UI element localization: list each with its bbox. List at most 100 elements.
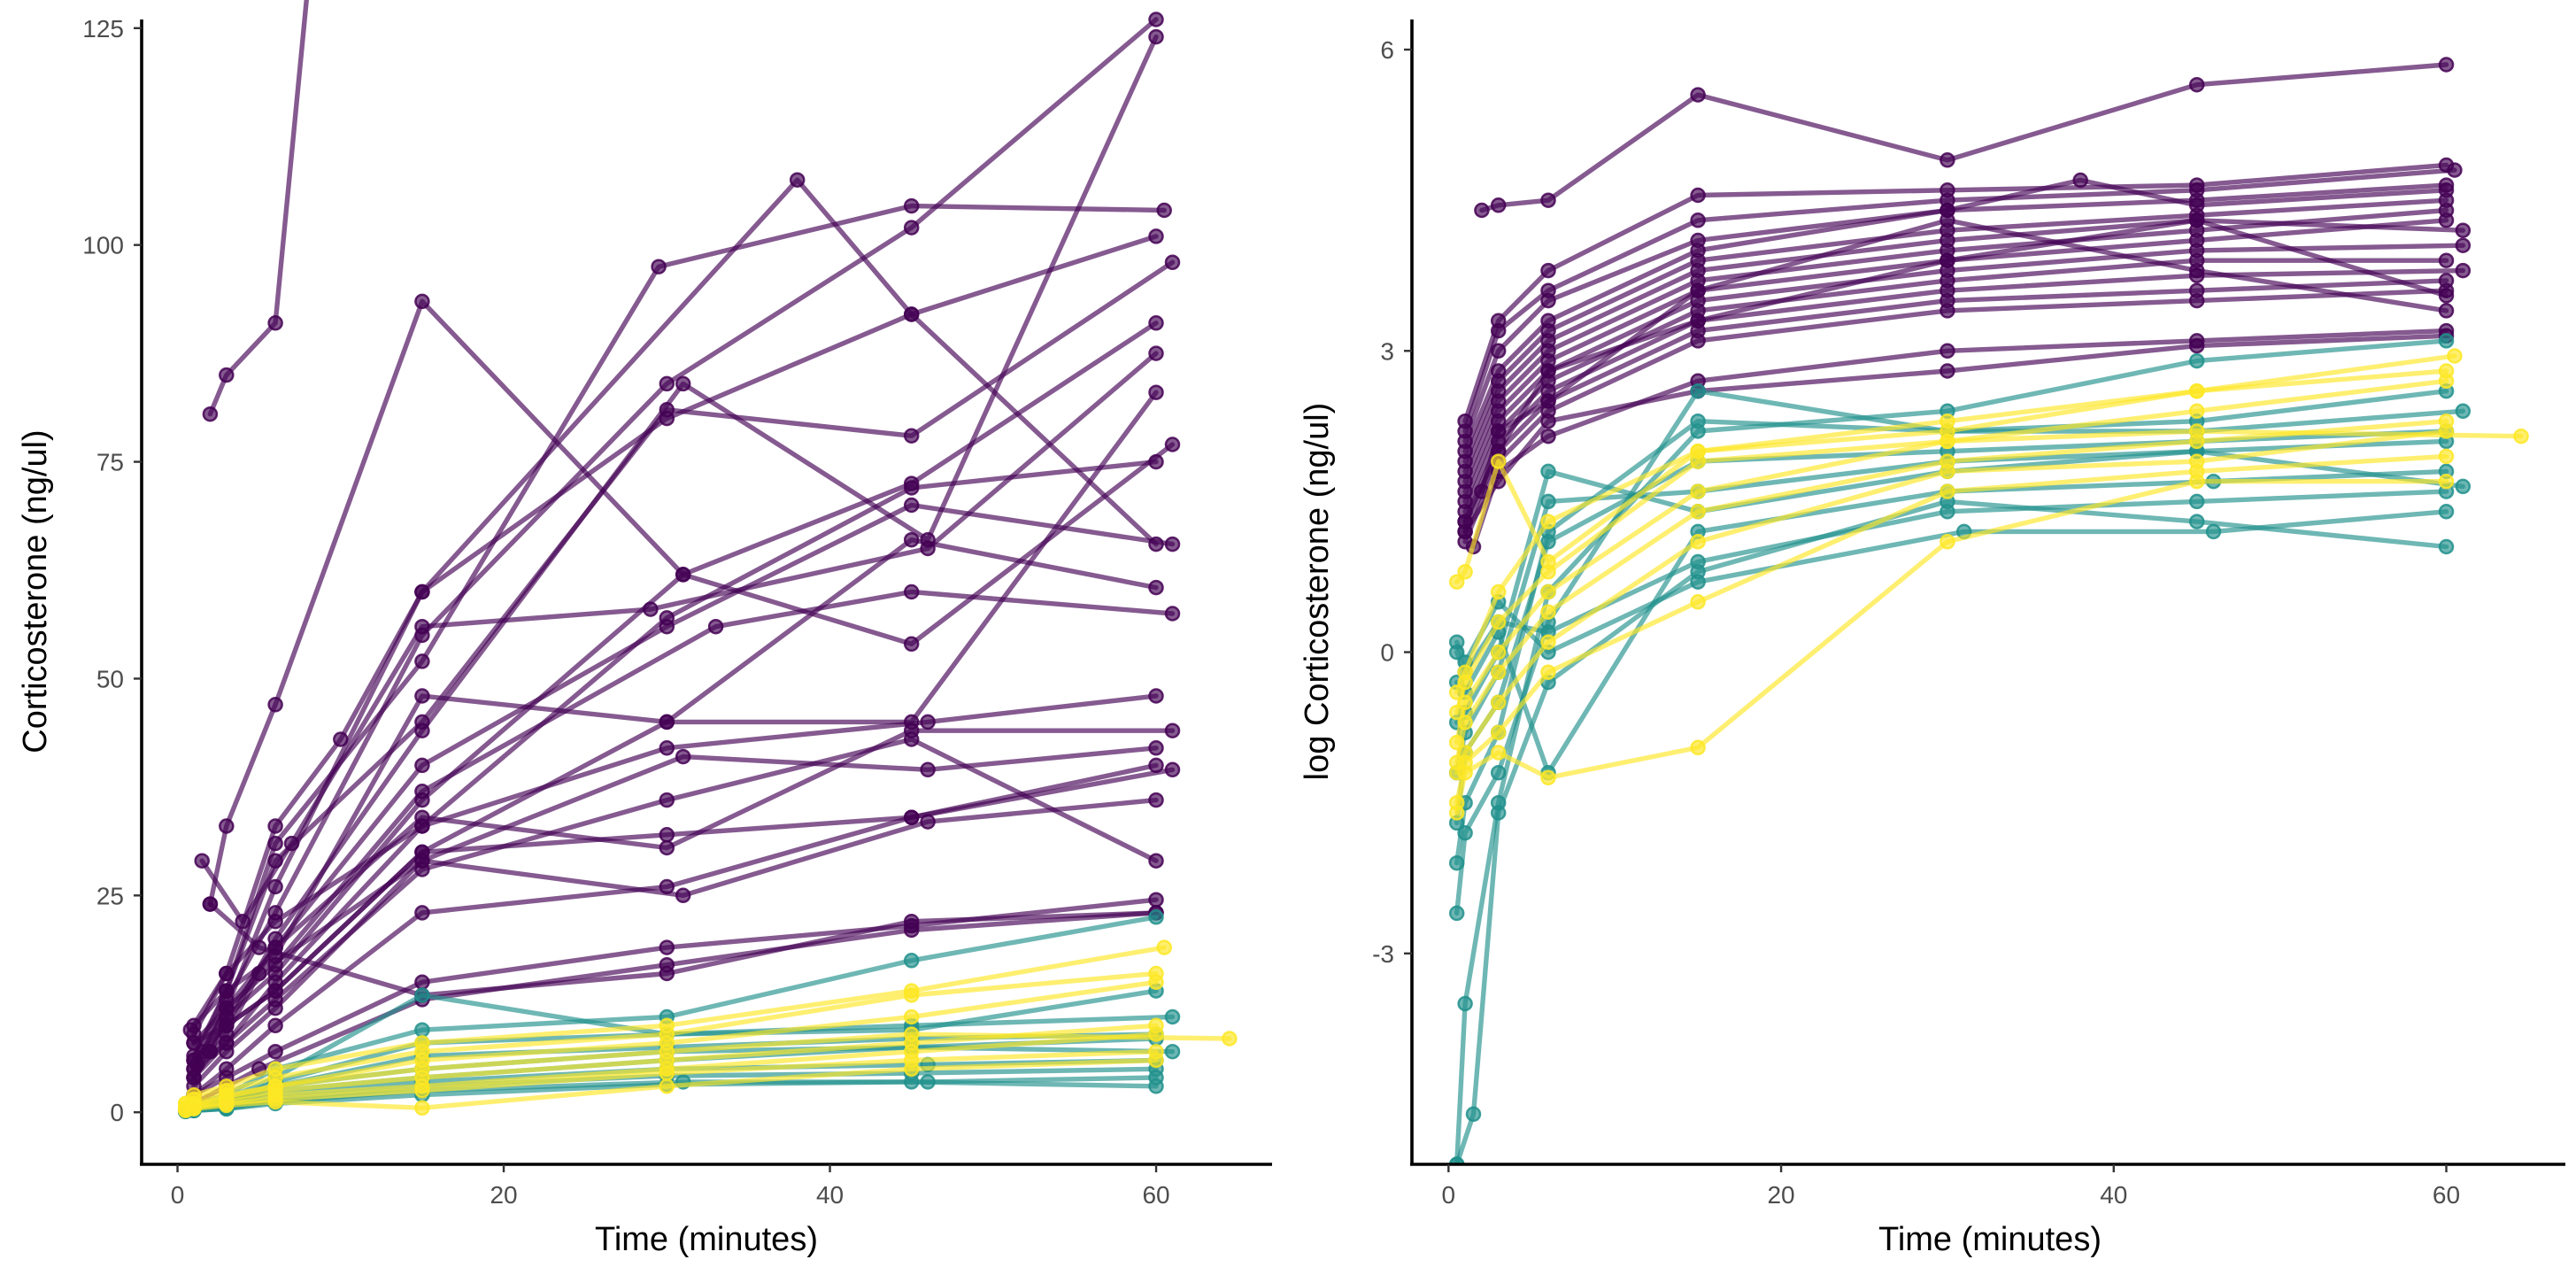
left-data-point	[219, 1043, 235, 1060]
left-data-point	[903, 1008, 920, 1025]
right-data-point	[2438, 423, 2455, 439]
right-data-point	[2438, 538, 2455, 555]
left-data-point	[1164, 1043, 1181, 1060]
right-series-line	[1454, 509, 2449, 665]
left-data-point	[414, 974, 430, 991]
left-data-point	[1148, 792, 1164, 808]
left-data-point	[903, 220, 920, 236]
right-data-point	[1540, 393, 1556, 409]
right-data-point	[2455, 403, 2472, 420]
left-data-point	[267, 878, 283, 895]
right-data-point	[1690, 313, 1706, 329]
left-series-line	[194, 17, 1159, 1068]
right-data-point	[1690, 594, 1706, 610]
left-data-point	[659, 618, 675, 635]
right-data-point	[1490, 724, 1507, 741]
right-series-group3	[1448, 423, 2529, 751]
right-data-point	[1690, 504, 1706, 520]
right-series-line	[1454, 338, 2449, 1164]
right-data-point	[1490, 664, 1507, 680]
left-data-point	[202, 406, 219, 422]
left-data-point	[903, 531, 920, 548]
right-panel: -3 0 3 6 0 20 40 60 Time (minutes) log Cortico…	[1299, 19, 2565, 1258]
right-data-point	[1457, 715, 1473, 730]
left-data-point	[186, 1101, 202, 1117]
left-data-point	[194, 853, 210, 869]
right-data-point	[1490, 614, 1507, 630]
left-series-line	[191, 589, 1176, 1072]
left-data-point	[267, 835, 283, 852]
left-series-group1	[202, 0, 309, 422]
left-plot-area	[177, 0, 1238, 1119]
left-y-tick-label: 25	[96, 882, 124, 909]
left-data-point	[659, 375, 675, 392]
right-data-point	[2188, 493, 2205, 510]
left-data-point	[903, 913, 920, 930]
right-data-point	[2438, 57, 2455, 73]
right-data-point	[2438, 212, 2455, 228]
left-series-group1	[186, 688, 1164, 1042]
right-x-tick-label: 0	[1442, 1181, 1456, 1209]
left-x-tick-label: 40	[816, 1181, 844, 1209]
left-data-point	[903, 197, 920, 214]
left-data-point	[1148, 12, 1164, 27]
left-data-point	[659, 878, 675, 895]
right-data-point	[1457, 764, 1473, 781]
left-series-group1	[186, 757, 1164, 1103]
right-data-point	[2188, 473, 2205, 490]
left-x-axis-title: Time (minutes)	[595, 1221, 818, 1258]
right-data-point	[1540, 363, 1556, 379]
left-data-point	[202, 896, 219, 912]
right-data-point	[1490, 644, 1507, 661]
left-data-point	[1148, 345, 1164, 361]
left-data-point	[1148, 315, 1164, 331]
left-data-point	[903, 636, 920, 653]
right-data-point	[1490, 423, 1507, 439]
left-data-point	[659, 1065, 675, 1081]
left-data-point	[659, 939, 675, 955]
left-data-point	[414, 1100, 430, 1117]
left-data-point	[414, 905, 430, 921]
right-data-point	[1540, 463, 1556, 480]
left-data-point	[903, 987, 920, 1003]
left-data-point	[920, 714, 936, 730]
right-series-group3	[1448, 448, 2455, 811]
left-y-tick-label: 50	[96, 665, 124, 692]
left-data-point	[659, 792, 675, 808]
left-data-point	[1164, 722, 1181, 738]
left-data-point	[659, 740, 675, 756]
left-data-point	[1164, 254, 1181, 271]
right-data-point	[1457, 514, 1473, 529]
left-data-point	[267, 1017, 283, 1034]
right-data-point	[1540, 413, 1556, 429]
left-data-point	[219, 1097, 235, 1114]
right-data-point	[1540, 514, 1556, 529]
left-data-point	[267, 983, 283, 999]
right-data-point	[1940, 433, 1955, 450]
right-data-point	[1940, 252, 1955, 268]
left-data-point	[1164, 1008, 1181, 1025]
left-data-point	[1148, 892, 1164, 908]
left-data-point	[675, 567, 691, 583]
left-data-point	[283, 835, 300, 852]
right-data-point	[1448, 574, 1465, 590]
right-data-point	[1940, 483, 1955, 499]
right-series-group1	[1474, 212, 2455, 499]
left-data-point	[903, 480, 920, 496]
right-data-point	[1690, 382, 1706, 399]
right-data-point	[2455, 478, 2472, 495]
right-data-point	[1540, 583, 1556, 600]
right-data-point	[1540, 564, 1556, 580]
left-data-point	[414, 653, 430, 669]
left-data-point	[1148, 1078, 1164, 1094]
right-data-point	[1690, 333, 1706, 349]
left-data-point	[1148, 1026, 1164, 1042]
left-data-point	[659, 402, 675, 418]
right-data-point	[1940, 212, 1955, 228]
right-data-point	[1690, 483, 1706, 499]
right-data-point	[1490, 583, 1507, 600]
left-data-point	[414, 784, 430, 800]
right-y-tick-label: 6	[1380, 36, 1394, 64]
right-data-point	[2188, 433, 2205, 450]
left-data-point	[414, 853, 430, 869]
